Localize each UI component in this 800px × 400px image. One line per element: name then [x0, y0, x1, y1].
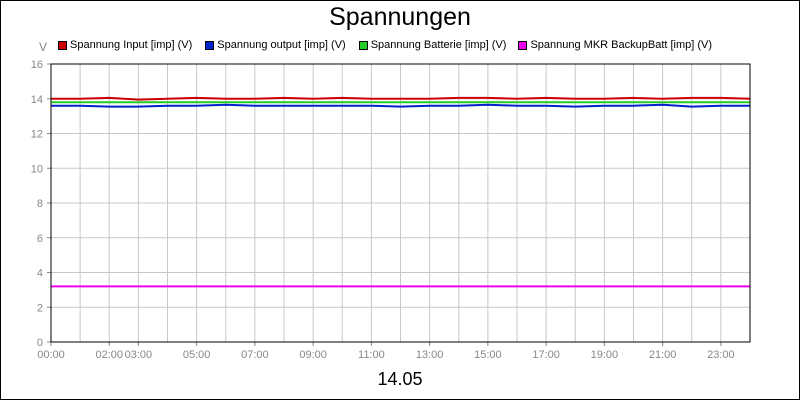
legend-label: Spannung MKR BackupBatt [imp] (V) [530, 39, 713, 51]
legend-label: Spannung output [imp] (V) [217, 39, 346, 51]
x-tick-label: 19:00 [591, 349, 619, 361]
x-tick-label: 07:00 [241, 349, 269, 361]
legend-label: Spannung Input [imp] (V) [70, 39, 193, 51]
y-tick-label: 0 [37, 337, 43, 349]
series-line-1 [51, 96, 751, 101]
legend-swatch [58, 40, 67, 50]
x-tick-label: 03:00 [125, 349, 153, 361]
y-tick-label: 12 [31, 129, 43, 141]
chart-legend: Spannung Input [imp] (V) Spannung output … [58, 38, 712, 52]
legend-label: Spannung Batterie [imp] (V) [370, 39, 507, 51]
x-tick-label: 23:00 [707, 349, 735, 361]
x-tick-label: 05:00 [183, 349, 211, 361]
x-tick-label: 11:00 [358, 349, 385, 361]
y-tick-label: 8 [37, 198, 43, 210]
y-tick-label: 6 [37, 233, 43, 245]
y-tick-label: 2 [37, 302, 43, 314]
chart-title: Spannungen [329, 3, 471, 31]
x-tick-label: 09:00 [299, 349, 327, 361]
legend-item: Spannung MKR BackupBatt [imp] (V) [518, 39, 712, 51]
plot-area-border [50, 63, 751, 343]
legend-item: Spannung output [imp] (V) [205, 39, 346, 51]
series-line-2 [51, 103, 750, 108]
x-tick-label: 02:00 [95, 349, 123, 361]
x-tick-label: 13:00 [416, 349, 444, 361]
y-tick-label: 16 [31, 59, 43, 71]
x-axis-label: 14.05 [377, 369, 423, 389]
legend-item: Spannung Batterie [imp] (V) [358, 39, 507, 51]
legend-swatch [518, 40, 528, 50]
y-axis-label: V [39, 40, 48, 54]
legend-swatch [358, 40, 368, 50]
x-tick-label: 21:00 [649, 349, 677, 361]
x-tick-label: 17:00 [532, 349, 560, 361]
legend-item: Spannung Input [imp] (V) [58, 39, 192, 51]
x-tick-label: 00:00 [37, 349, 65, 361]
y-tick-label: 14 [31, 94, 43, 106]
y-tick-label: 4 [37, 268, 43, 280]
x-tick-label: 15:00 [474, 349, 502, 361]
y-tick-label: 10 [31, 163, 43, 175]
legend-swatch [205, 40, 215, 50]
